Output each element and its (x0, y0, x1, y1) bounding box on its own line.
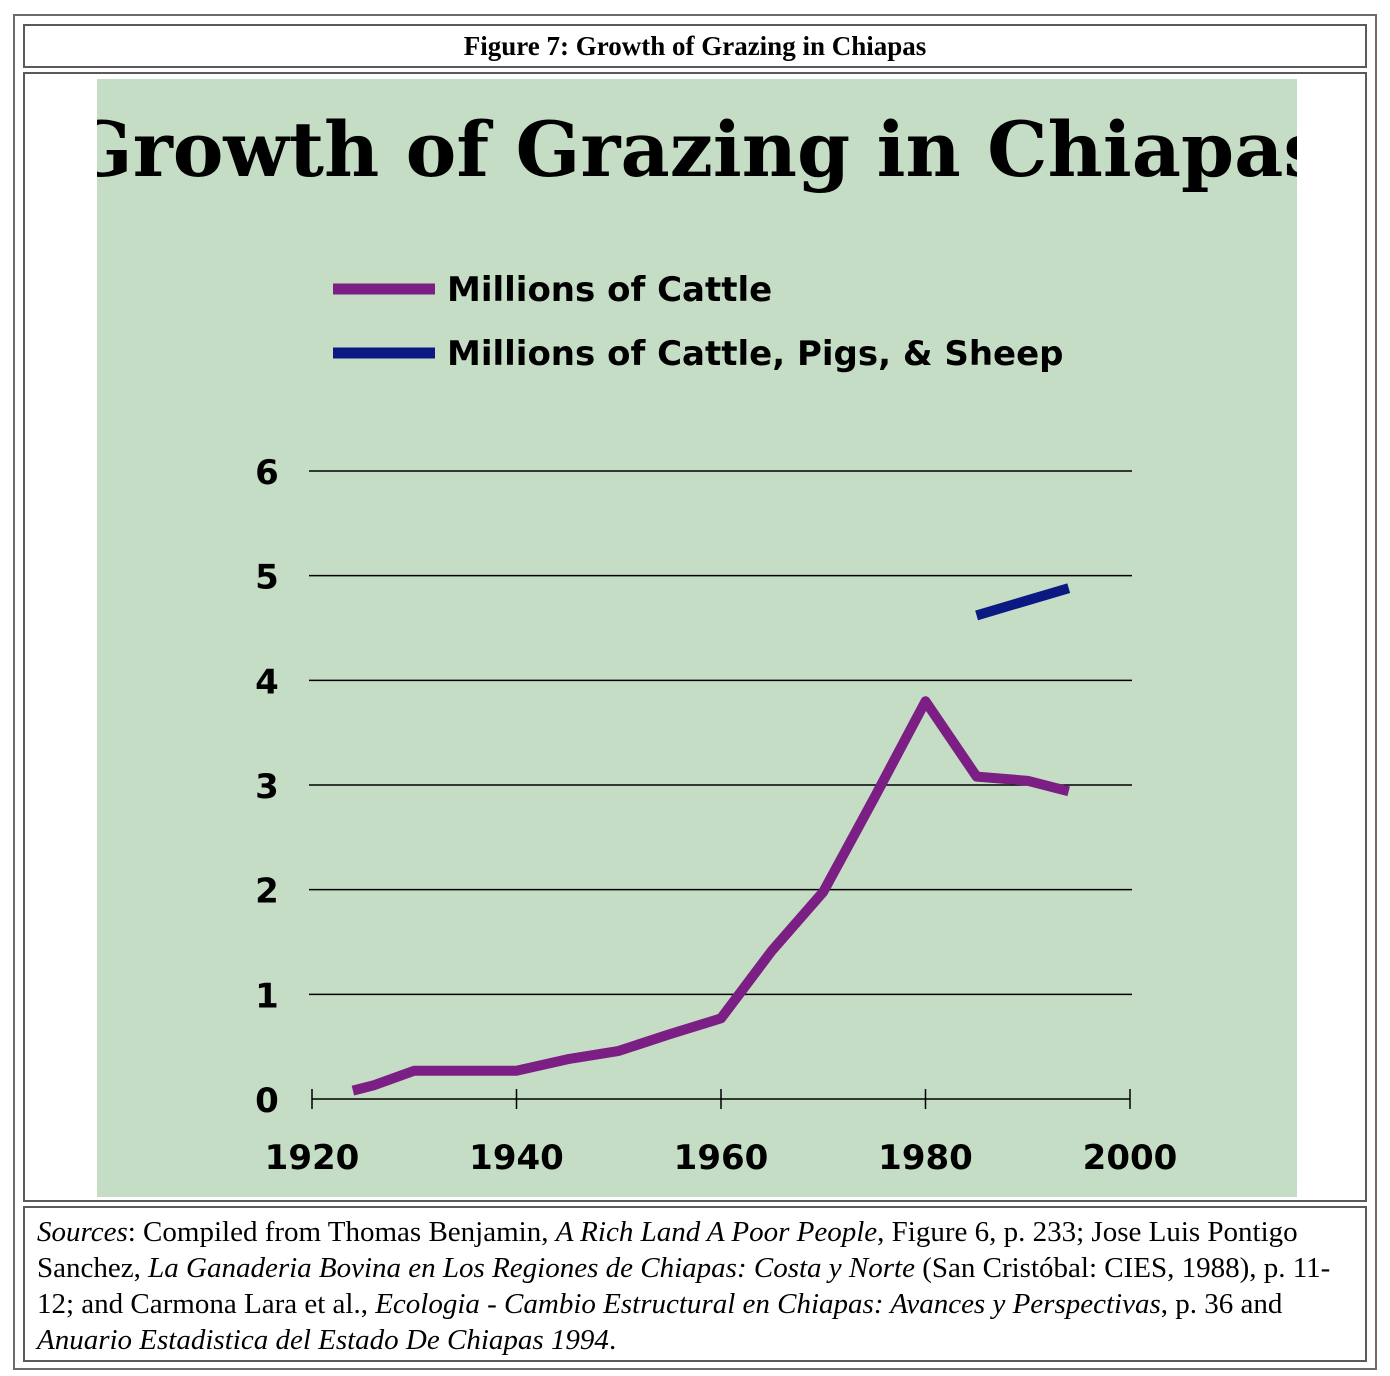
x-tick-label-2000: 2000 (1083, 1138, 1178, 1178)
source-title-3: Ecologia - Cambio Estructural en Chiapas… (375, 1288, 1161, 1320)
sources-text-1: : Compiled from Thomas Benjamin, (127, 1216, 556, 1248)
chart-cell: Growth of Grazing in Chiapas Millions of … (23, 72, 1367, 1202)
y-tick-label-5: 5 (255, 558, 279, 598)
y-tick-label-1: 1 (255, 976, 279, 1016)
figure-caption: Figure 7: Growth of Grazing in Chiapas (463, 31, 927, 61)
y-tick-label-6: 6 (255, 453, 279, 493)
sources-text-3: (San Cristóbal: CIES, 1988), p. 11-12; a… (37, 1252, 1331, 1320)
line-chart: Growth of Grazing in Chiapas Millions of … (97, 105, 1297, 1178)
x-tick-label-1940: 1940 (469, 1138, 564, 1178)
sources-text-2: , Figure 6, p. 233; Jose Luis Pontigo Sa… (37, 1216, 1298, 1284)
sources-text-4: , p. 36 and (1160, 1288, 1283, 1320)
legend-label-1: Millions of Cattle (447, 270, 772, 310)
y-tick-label-0: 0 (255, 1081, 279, 1121)
sources-cell: Sources: Compiled from Thomas Benjamin, … (23, 1206, 1367, 1362)
source-title-2: La Ganaderia Bovina en Los Regiones de C… (148, 1252, 915, 1284)
series-line-2 (975, 583, 1071, 621)
x-tick-label-1920: 1920 (265, 1138, 360, 1178)
source-title-1: A Rich Land A Poor People (555, 1216, 878, 1248)
y-tick-label-2: 2 (255, 872, 279, 912)
sources-text: Sources: Compiled from Thomas Benjamin, … (37, 1214, 1357, 1358)
x-tick-label-1980: 1980 (878, 1138, 973, 1178)
chart-title: Growth of Grazing in Chiapas (97, 105, 1297, 194)
y-tick-label-4: 4 (255, 662, 279, 702)
legend-label-2: Millions of Cattle, Pigs, & Sheep (447, 334, 1063, 374)
sources-text-5: . (608, 1324, 617, 1356)
caption-cell: Figure 7: Growth of Grazing in Chiapas (23, 24, 1367, 68)
y-tick-label-3: 3 (255, 767, 279, 807)
figure-table: Figure 7: Growth of Grazing in Chiapas G… (13, 14, 1377, 1370)
source-title-4: Anuario Estadistica del Estado De Chiapa… (37, 1324, 609, 1356)
chart-area: Growth of Grazing in Chiapas Millions of … (97, 79, 1297, 1197)
series-line-1 (351, 696, 1070, 1096)
x-tick-label-1960: 1960 (674, 1138, 769, 1178)
sources-label: Sources (37, 1216, 128, 1248)
